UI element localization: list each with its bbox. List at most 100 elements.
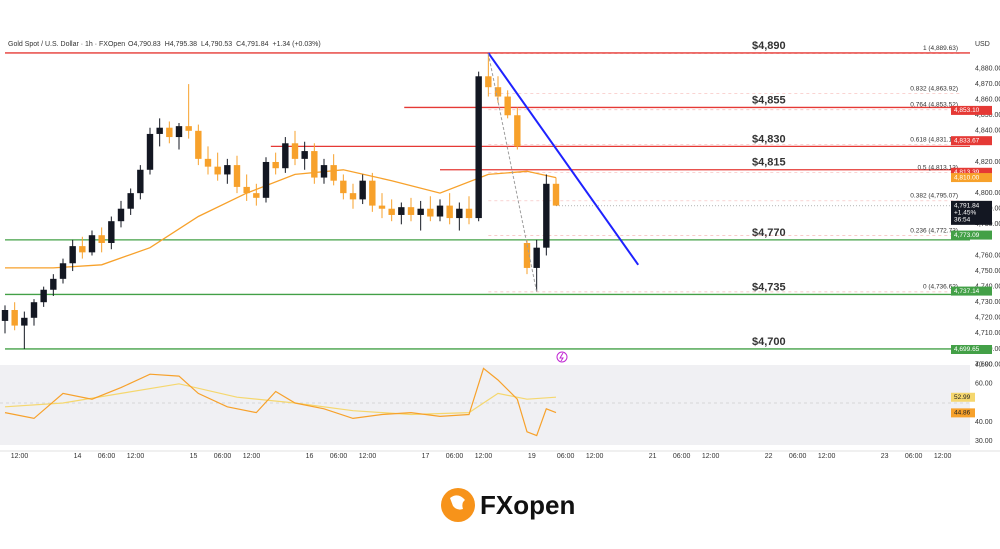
x-tick-label: 15: [190, 453, 198, 460]
candle-body: [523, 243, 531, 268]
event-icon-bolt: [559, 352, 564, 362]
candle-body: [1, 310, 9, 321]
candle-body: [40, 289, 47, 303]
level-label: $4,700: [752, 336, 786, 348]
fib-label: 0.382 (4,795.07): [910, 193, 958, 200]
rsi-badge: [951, 392, 975, 402]
candle-body: [378, 205, 386, 209]
candle-body: [359, 180, 366, 200]
x-tick-label: 06:00: [673, 453, 691, 460]
x-tick-label: 12:00: [475, 453, 493, 460]
candle-body: [69, 246, 76, 264]
candle-body: [494, 87, 502, 97]
candle-body: [330, 165, 337, 181]
event-icon[interactable]: [556, 351, 568, 363]
x-tick-label: 21: [649, 453, 657, 460]
x-tick-label: 12:00: [934, 453, 952, 460]
candle-body: [320, 165, 328, 178]
y-tick-label: 4,860.00: [975, 97, 1000, 104]
last-price-change: +1.45%: [954, 210, 976, 217]
y-tick-label: 4,730.00: [975, 299, 1000, 306]
candle-body: [233, 165, 241, 187]
fib-label: 0.764 (4,853.52): [910, 101, 958, 108]
candle-body: [185, 126, 192, 131]
rsi-line: [4, 367, 557, 437]
candle-body: [291, 143, 299, 159]
y-tick-label: 4,760.00: [975, 252, 1000, 259]
x-tick-label: 12:00: [243, 453, 261, 460]
candle-body: [485, 76, 492, 88]
y-tick-label: 4,710.00: [975, 330, 1000, 337]
x-tick-label: 12:00: [127, 453, 145, 460]
price-badge-label: 4,810.00: [954, 174, 980, 181]
y-tick-label: 4,800.00: [975, 190, 1000, 197]
candle-body: [21, 317, 28, 326]
price-badge-label: 4,833.67: [954, 137, 980, 144]
fib-label: 0.832 (4,863.92): [910, 85, 958, 92]
candle-body: [262, 161, 270, 198]
candle-body: [311, 151, 318, 178]
fib-label: 0.236 (4,772.73): [910, 227, 958, 234]
rsi-badge: [951, 408, 975, 418]
x-tick-label: 12:00: [702, 453, 720, 460]
candle-body: [446, 205, 453, 219]
price-badge-label: 4,813.39: [954, 169, 980, 176]
x-tick-label: 06:00: [789, 453, 807, 460]
rsi-ma-line: [4, 383, 557, 416]
chart-title: Gold Spot / U.S. Dollar · 1h · FXOpen: [8, 41, 125, 48]
x-tick-label: 06:00: [98, 453, 116, 460]
last-price-countdown: 36:54: [954, 217, 971, 224]
rsi-tick-label: 30.00: [975, 438, 993, 445]
price-badge: [951, 167, 992, 177]
candle-body: [88, 235, 96, 253]
candle-body: [349, 193, 357, 200]
x-tick-label: 12:00: [586, 453, 604, 460]
candle-body: [514, 115, 521, 147]
candle-body: [166, 127, 173, 138]
candle-body: [543, 183, 550, 248]
price-badge: [951, 286, 992, 296]
candle-body: [552, 183, 560, 206]
candle-body: [456, 208, 463, 219]
candle-body: [214, 166, 221, 175]
x-tick-label: 17: [422, 453, 430, 460]
candle-body: [117, 208, 125, 222]
y-tick-label: 4,880.00: [975, 65, 1000, 72]
brand-name: FXopen: [480, 490, 575, 520]
x-tick-label: 14: [74, 453, 82, 460]
rsi-tick-label: 70.00: [975, 361, 993, 368]
price-badge-label: 4,699.65: [954, 346, 980, 353]
level-label: $4,890: [752, 40, 786, 52]
candle-body: [301, 151, 308, 159]
candle-body: [398, 207, 405, 215]
candle-body: [504, 96, 511, 116]
candle-body: [272, 161, 279, 169]
x-tick-label: 06:00: [905, 453, 923, 460]
candle-body: [407, 207, 415, 215]
candle-body: [369, 180, 376, 206]
candle-body: [30, 302, 38, 318]
candle-body: [465, 208, 473, 219]
candle-body: [427, 208, 434, 217]
candle-body: [253, 193, 260, 198]
fib-label: 0 (4,736.62): [923, 284, 958, 291]
rsi-tick-label: 60.00: [975, 381, 993, 388]
rsi-badge-label: 52.99: [954, 394, 971, 401]
candle-body: [175, 126, 183, 138]
currency: USD: [975, 41, 990, 48]
candle-body: [282, 143, 289, 169]
price-badge: [951, 173, 992, 183]
last-price-badge: [951, 200, 992, 225]
x-tick-label: 06:00: [557, 453, 575, 460]
x-tick-label: 19: [528, 453, 536, 460]
candle-body: [137, 169, 144, 194]
y-tick-label: 4,840.00: [975, 128, 1000, 135]
candle-body: [436, 205, 444, 217]
moving-average: [5, 169, 557, 269]
candle-body: [243, 186, 250, 194]
level-label: $4,770: [752, 227, 786, 239]
candle-body: [340, 180, 347, 194]
fib-label: 0.5 (4,813.13): [918, 164, 958, 171]
level-label: $4,735: [752, 281, 786, 293]
